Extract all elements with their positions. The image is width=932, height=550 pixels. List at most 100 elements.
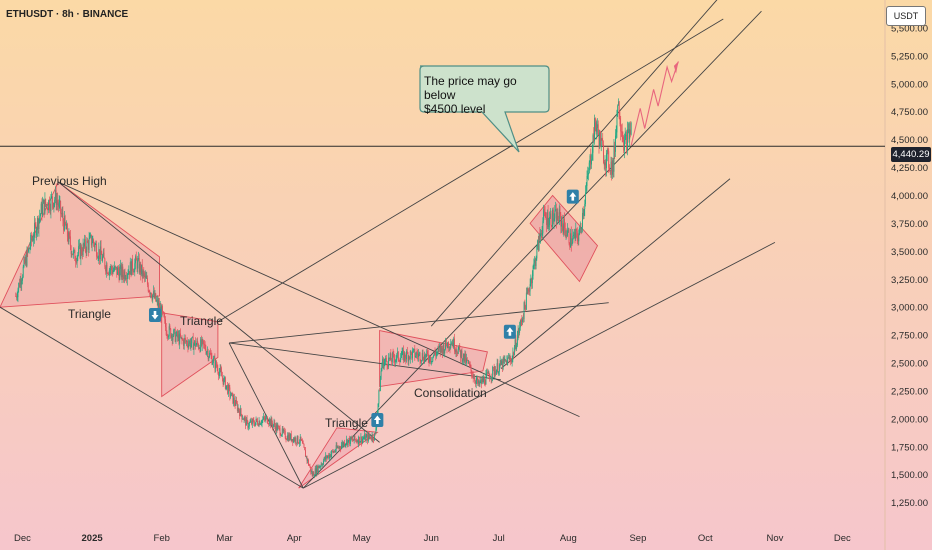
candle-body [314,468,316,476]
candle-body [141,264,143,277]
candle-body [127,274,129,275]
candle-body [241,414,243,420]
candle-body [114,265,116,268]
price-tick-label: 2,000.00 [891,414,928,425]
candle-body [528,291,530,292]
candle-body [82,243,84,256]
candle-body [254,423,256,426]
candle-body [260,423,262,425]
candle-body [190,343,192,347]
candle-body [298,442,300,444]
candle-body [435,354,437,357]
candle-body [489,375,491,380]
candle-body [427,350,428,355]
candle-body [121,266,123,278]
candle-body [143,270,145,274]
candle-body [27,249,29,252]
candle-body [483,377,485,384]
candle-body [433,352,435,356]
time-tick-label: Feb [154,533,170,544]
candle-body [59,200,61,203]
candle-body [302,443,304,445]
consolidation-label: Consolidation [414,386,487,400]
trendline-major-support [303,241,776,489]
candle-body [521,320,523,322]
candle-body [208,356,210,359]
candle-body [604,162,606,166]
candle-body [97,257,99,259]
candle-body [177,334,179,338]
candle-body [48,200,50,211]
candle-body [114,265,116,271]
candle-body [234,403,236,406]
candle-body [135,256,137,261]
candle-body [281,428,283,435]
candle-body [209,353,211,355]
candle-body [300,436,302,440]
candle-body [531,278,533,284]
candle-body [592,135,594,153]
candle-body [403,352,405,361]
candle-body [81,253,83,256]
candle-body [566,235,568,236]
candle-body [120,265,121,270]
candle-body [439,346,441,353]
candle-body [587,174,589,177]
candle-body [368,434,370,437]
candle-body [132,270,134,272]
candle-body [72,250,74,255]
time-tick-label: Nov [766,533,783,544]
candle-body [432,356,434,362]
candle-body [219,368,221,372]
candle-body [129,270,130,275]
candle-body [611,161,613,175]
candle-body [449,347,451,349]
candle-body [63,220,65,231]
candle-body [63,216,65,231]
candle-body [504,359,506,361]
candle-body [60,213,62,215]
candle-body [61,212,63,214]
candle-body [588,162,590,173]
candle-body [212,358,214,363]
candle-body [35,224,37,236]
candle-body [173,329,175,337]
candle-body [72,253,74,255]
candle-body [315,468,317,474]
candle-body [38,218,40,230]
candle-body [280,435,282,436]
candle-body [565,235,567,237]
candle-body [412,349,414,351]
candle-body [493,367,495,375]
time-tick-label: Dec [834,533,851,544]
currency-button[interactable]: USDT [886,6,926,26]
candle-body [320,466,321,468]
candle-body [165,319,166,328]
candle-body [436,352,438,354]
candle-body [69,236,71,247]
candle-body [185,338,187,342]
candle-body [202,339,204,341]
candle-body [224,377,226,389]
symbol-header[interactable]: ETHUSDT · 8h · BINANCE [6,9,129,20]
candle-body [132,258,133,271]
candle-body [312,472,314,476]
candle-body [373,439,375,441]
candle-body [570,233,572,246]
candle-body [495,369,497,375]
candle-body [514,339,516,349]
candle-body [615,135,616,152]
candle-body [293,438,294,443]
candle-body [358,436,360,444]
candle-body [182,339,184,341]
candle-body [265,417,267,420]
candle-body [51,196,53,198]
candle-body [149,291,151,294]
candle-body [564,218,565,229]
price-tick-label: 2,250.00 [891,386,928,397]
candle-body [387,365,389,367]
candle-body [32,238,34,241]
candle-body [574,232,576,239]
